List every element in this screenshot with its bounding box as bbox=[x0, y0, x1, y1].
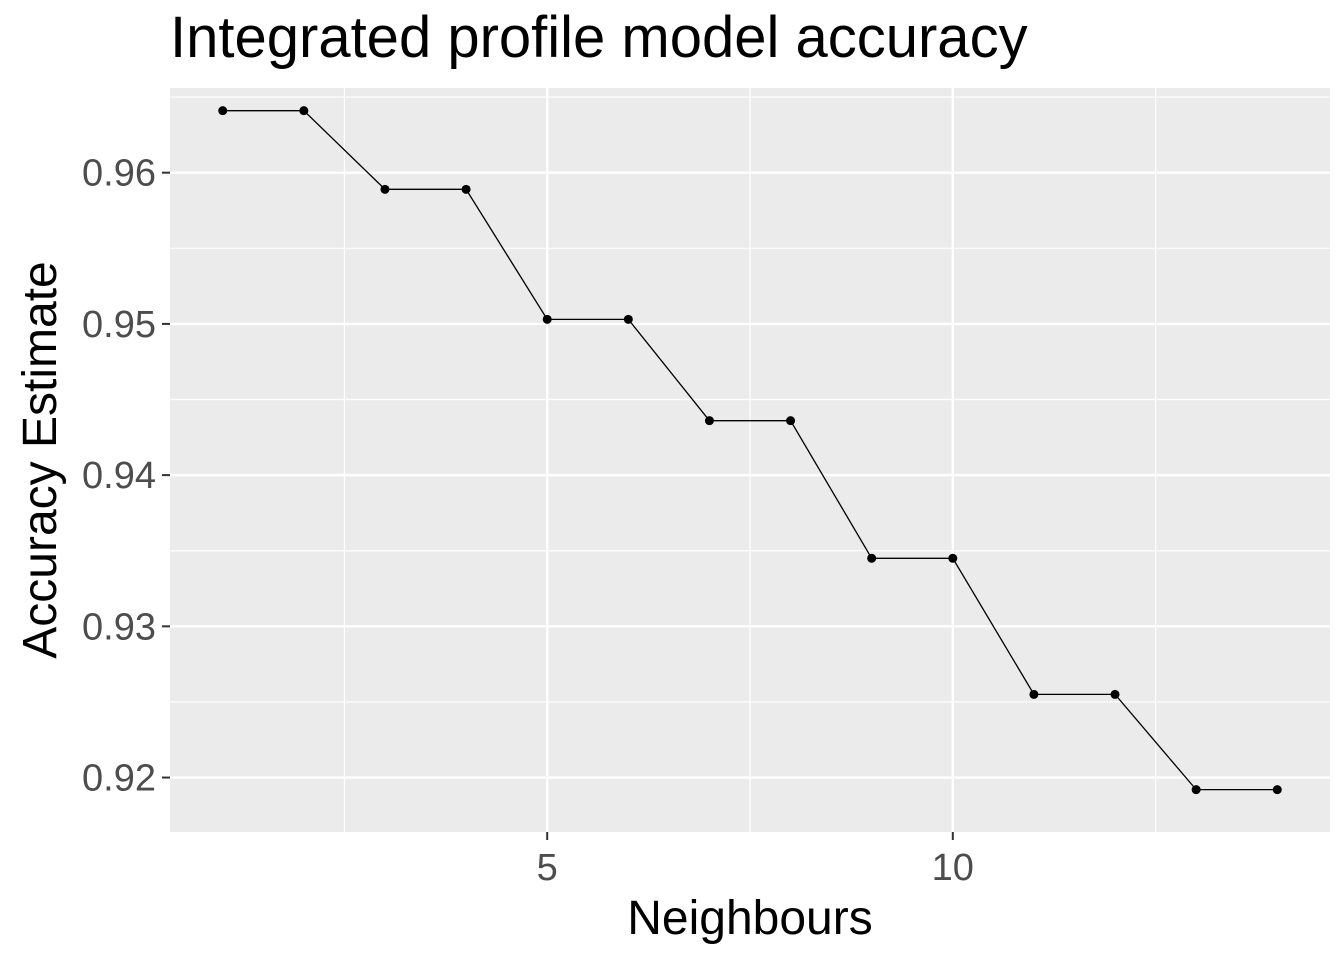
data-point bbox=[786, 416, 796, 426]
data-point bbox=[461, 184, 471, 194]
x-axis-title: Neighbours bbox=[627, 892, 872, 945]
data-point bbox=[299, 106, 309, 116]
y-tick-label: 0.94 bbox=[82, 455, 156, 497]
chart-title: Integrated profile model accuracy bbox=[170, 5, 1028, 70]
y-axis-title: Accuracy Estimate bbox=[14, 261, 67, 658]
data-point bbox=[867, 553, 877, 563]
grid-minor bbox=[170, 88, 1330, 832]
data-point bbox=[1110, 689, 1120, 699]
data-point bbox=[1272, 785, 1282, 795]
data-point bbox=[1191, 785, 1201, 795]
axis-ticks bbox=[162, 171, 954, 840]
data-point bbox=[704, 416, 714, 426]
x-tick-label: 5 bbox=[537, 847, 558, 889]
tick-labels: 5 10 0.92 0.93 0.94 0.95 0.96 bbox=[82, 153, 974, 889]
data-point bbox=[1029, 689, 1039, 699]
data-point bbox=[542, 314, 552, 324]
data-point bbox=[380, 184, 390, 194]
series-line bbox=[222, 110, 1278, 791]
series-lines bbox=[222, 110, 1278, 791]
data-point bbox=[218, 106, 228, 116]
grid-major bbox=[170, 88, 1330, 832]
data-point bbox=[948, 553, 958, 563]
x-tick-label: 10 bbox=[932, 847, 974, 889]
series-points bbox=[218, 106, 1282, 795]
y-tick-label: 0.92 bbox=[82, 758, 156, 800]
data-point bbox=[623, 314, 633, 324]
y-tick-label: 0.93 bbox=[82, 606, 156, 648]
y-tick-label: 0.96 bbox=[82, 153, 156, 195]
y-tick-label: 0.95 bbox=[82, 304, 156, 346]
